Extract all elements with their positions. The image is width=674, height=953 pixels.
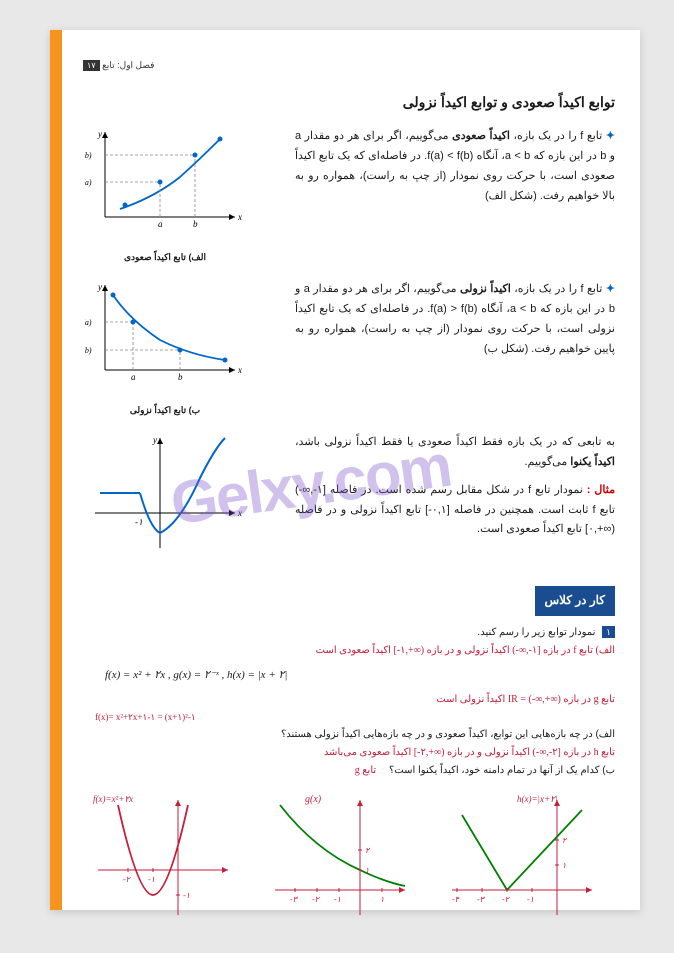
handwritten-3: تابع h در بازه [۲-,∞-) اکیداً نزولی و در… [75, 744, 615, 762]
tick-a2: a [131, 372, 136, 382]
svg-text:۲: ۲ [365, 846, 371, 855]
svg-text:۱: ۱ [380, 895, 384, 904]
p3-end: می‌گوییم. [525, 456, 571, 468]
chart-increasing: x y a b f(a) f(b) [85, 127, 245, 237]
para-monotone: به تابعی که در یک بازه فقط اکیداً صعودی … [295, 433, 615, 473]
ex-x: x [237, 508, 242, 518]
tick-fb: f(b) [85, 151, 92, 160]
caption-decreasing: ب) تابع اکیداً نزولی [75, 402, 255, 418]
tick-fa2: f(a) [85, 318, 92, 327]
main-title: توابع اکیداً صعودی و توابع اکیداً نزولی [75, 90, 615, 115]
svg-text:-۲: -۲ [312, 895, 321, 904]
chart-decreasing: x y a b f(a) f(b) [85, 280, 245, 390]
svg-text:-۲: -۲ [123, 875, 132, 884]
axis-x-label: x [237, 365, 242, 375]
para-decreasing: ✦ تابع f را در یک بازه، اکیداً نزولی می‌… [295, 280, 615, 359]
exercise-block: ۱ نمودار توابع زیر را رسم کنید. الف) تاب… [75, 624, 615, 780]
p1-lead: تابع f را در یک بازه، [510, 130, 606, 142]
section-band: کار در کلاس [535, 586, 616, 616]
p2-bold: اکیداً نزولی [460, 283, 511, 295]
exercise-text: نمودار توابع زیر را رسم کنید. [477, 627, 595, 638]
para-increasing: ✦ تابع f را در یک بازه، اکیداً صعودی می‌… [295, 127, 615, 206]
graph-example: x y -۱ [75, 433, 255, 561]
handwritten-1: الف) تابع f در بازه [۱-,∞-) اکیداً نزولی… [75, 642, 615, 660]
content-area: توابع اکیداً صعودی و توابع اکیداً نزولی … [50, 30, 640, 940]
bullet-icon: ✦ [606, 130, 615, 142]
page: فصل اول: تابع ۱۷ توابع اکیداً صعودی و تو… [50, 30, 640, 910]
tick-fb2: f(b) [85, 346, 92, 355]
svg-text:۱: ۱ [365, 866, 369, 875]
page-number-badge: ۱۷ [83, 60, 100, 71]
fx-expand: f(x)= x²+۲x+۱-۱ = (x+۱)²-۱ [75, 709, 615, 725]
axis-y-label: y [97, 282, 102, 292]
example-text: نمودار تابع f در شکل مقابل رسم شده است. … [295, 484, 615, 536]
exercise-number: ۱ [602, 626, 615, 638]
h-label: h(x)=|x+۲| [517, 794, 557, 804]
svg-text:-۳: -۳ [477, 895, 486, 904]
handwritten-4: تابع g [355, 765, 376, 776]
orange-sidebar [50, 30, 62, 910]
bullet-icon: ✦ [606, 283, 615, 295]
tick-b2: b [178, 372, 183, 382]
graph-decreasing: x y a b f(a) f(b) ب) تابع اکیداً ن [75, 280, 255, 418]
ex-m1: -۱ [135, 517, 143, 527]
example-label: مثال : [587, 484, 615, 496]
f-label: f(x)=x²+۲x [93, 794, 133, 804]
tick-a: a [158, 219, 163, 229]
example-para: مثال : نمودار تابع f در شکل مقابل رسم شد… [295, 481, 615, 540]
svg-text:-۲: -۲ [502, 895, 511, 904]
chart-h: h(x)=|x+۲| -۴ -۳ -۲ -۱ ۱ ۲ [442, 790, 602, 920]
text-decreasing: ✦ تابع f را در یک بازه، اکیداً نزولی می‌… [255, 280, 615, 418]
p3: به تابعی که در یک بازه فقط اکیداً صعودی … [295, 436, 615, 448]
row-decreasing: ✦ تابع f را در یک بازه، اکیداً نزولی می‌… [75, 280, 615, 418]
tick-fa: f(a) [85, 178, 92, 187]
svg-text:-۱: -۱ [527, 895, 534, 904]
svg-text:-۱: -۱ [148, 875, 155, 884]
svg-text:-۳: -۳ [290, 895, 299, 904]
svg-text:۲: ۲ [562, 836, 568, 845]
graph-increasing: x y a b f(a) f(b) الف) تابع اکیداً [75, 127, 255, 265]
chart-f: f(x)=x²+۲x -۲ -۱ -۱ [88, 790, 238, 920]
text-monotone: به تابعی که در یک بازه فقط اکیداً صعودی … [255, 433, 615, 561]
page-header: فصل اول: تابع ۱۷ [80, 60, 154, 71]
ex-b: ب) کدام یک از آنها در تمام دامنه خود، اک… [75, 762, 615, 780]
row-monotone: به تابعی که در یک بازه فقط اکیداً صعودی … [75, 433, 615, 561]
chart-g: g(x) -۳ -۲ -۱ ۱ ۱ ۲ [265, 790, 415, 920]
ex-alef: الف) در چه بازه‌هایی این توابع، اکیداً ص… [75, 726, 615, 744]
axis-x-label: x [237, 212, 242, 222]
svg-text:-۱: -۱ [334, 895, 341, 904]
tick-b: b [193, 219, 198, 229]
ex-b-text: ب) کدام یک از آنها در تمام دامنه خود، اک… [389, 765, 615, 776]
formula-row: f(x) = x² + ۲x , g(x) = ۲⁻ˣ , h(x) = |x … [75, 666, 615, 686]
svg-text:۱: ۱ [562, 861, 566, 870]
p1-bold: اکیداً صعودی [452, 130, 510, 142]
chart-example: x y -۱ [85, 433, 245, 553]
bottom-graphs: f(x)=x²+۲x -۲ -۱ -۱ g(x) -۳ -۲ -۱ [75, 790, 615, 920]
svg-text:-۱: -۱ [183, 891, 190, 900]
caption-increasing: الف) تابع اکیداً صعودی [75, 249, 255, 265]
svg-text:-۴: -۴ [452, 895, 460, 904]
text-increasing: ✦ تابع f را در یک بازه، اکیداً صعودی می‌… [255, 127, 615, 265]
p2-lead: تابع f را در یک بازه، [511, 283, 606, 295]
row-increasing: ✦ تابع f را در یک بازه، اکیداً صعودی می‌… [75, 127, 615, 265]
axis-y-label: y [97, 129, 102, 139]
handwritten-2: تابع g در بازه (∞+,∞-) = IR اکیداً نزولی… [75, 691, 615, 709]
p3-bold: اکیداً یکنوا [570, 456, 615, 468]
g-label: g(x) [305, 794, 322, 805]
chapter-label: فصل اول: تابع [102, 60, 154, 70]
ex-y: y [152, 435, 157, 445]
